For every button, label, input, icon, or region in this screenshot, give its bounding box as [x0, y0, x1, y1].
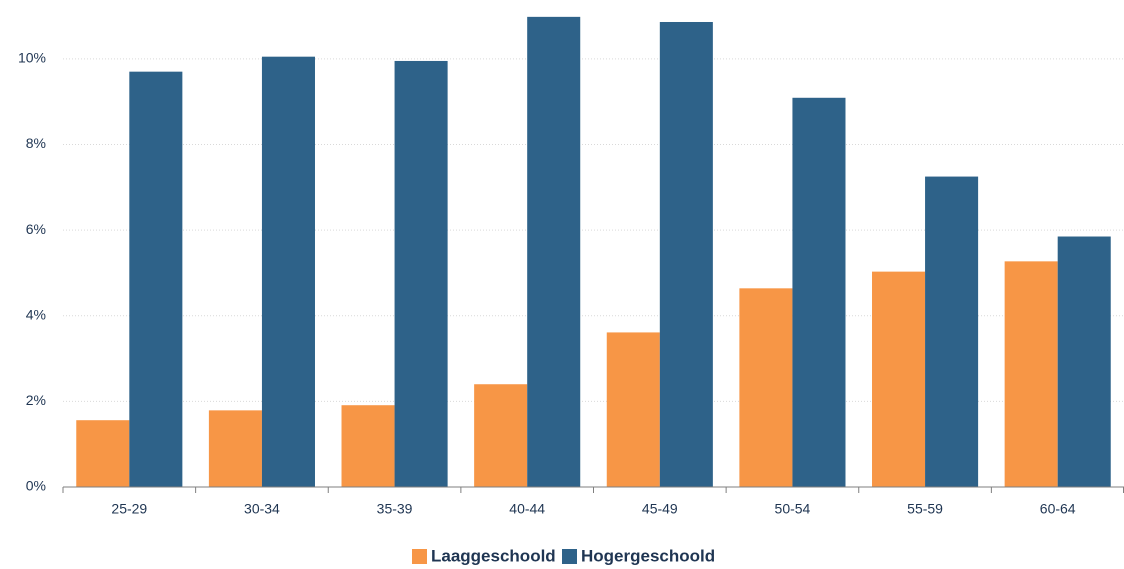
- bar: [129, 71, 183, 487]
- bar: [474, 384, 528, 487]
- x-tick-label: 55-59: [907, 501, 943, 517]
- bar: [76, 420, 130, 487]
- x-tick-label: 35-39: [377, 501, 413, 517]
- bar: [261, 56, 315, 487]
- legend-swatch: [412, 549, 427, 564]
- bar: [1004, 261, 1058, 487]
- bar: [739, 288, 793, 487]
- bar: [925, 176, 979, 487]
- x-tick-label: 40-44: [509, 501, 545, 517]
- bar: [659, 21, 713, 488]
- x-tick-label: 50-54: [775, 501, 811, 517]
- legend-label: Hogergeschoold: [581, 546, 715, 565]
- y-tick-label: 6%: [26, 221, 46, 237]
- bar: [394, 60, 448, 487]
- x-tick-label: 60-64: [1040, 501, 1076, 517]
- x-tick-label: 45-49: [642, 501, 678, 517]
- bar: [208, 410, 262, 487]
- bar: [341, 405, 395, 487]
- bar: [606, 332, 660, 487]
- legend-swatch: [562, 549, 577, 564]
- bar: [792, 97, 846, 488]
- y-tick-label: 10%: [18, 50, 46, 66]
- bar: [527, 16, 581, 488]
- y-tick-label: 2%: [26, 392, 46, 408]
- x-tick-label: 25-29: [111, 501, 147, 517]
- y-tick-label: 8%: [26, 135, 46, 151]
- legend-label: Laaggeschoold: [431, 546, 556, 565]
- y-tick-label: 4%: [26, 306, 46, 322]
- bar: [872, 271, 926, 487]
- y-tick-label: 0%: [26, 478, 46, 494]
- x-tick-label: 30-34: [244, 501, 280, 517]
- bar: [1057, 236, 1111, 487]
